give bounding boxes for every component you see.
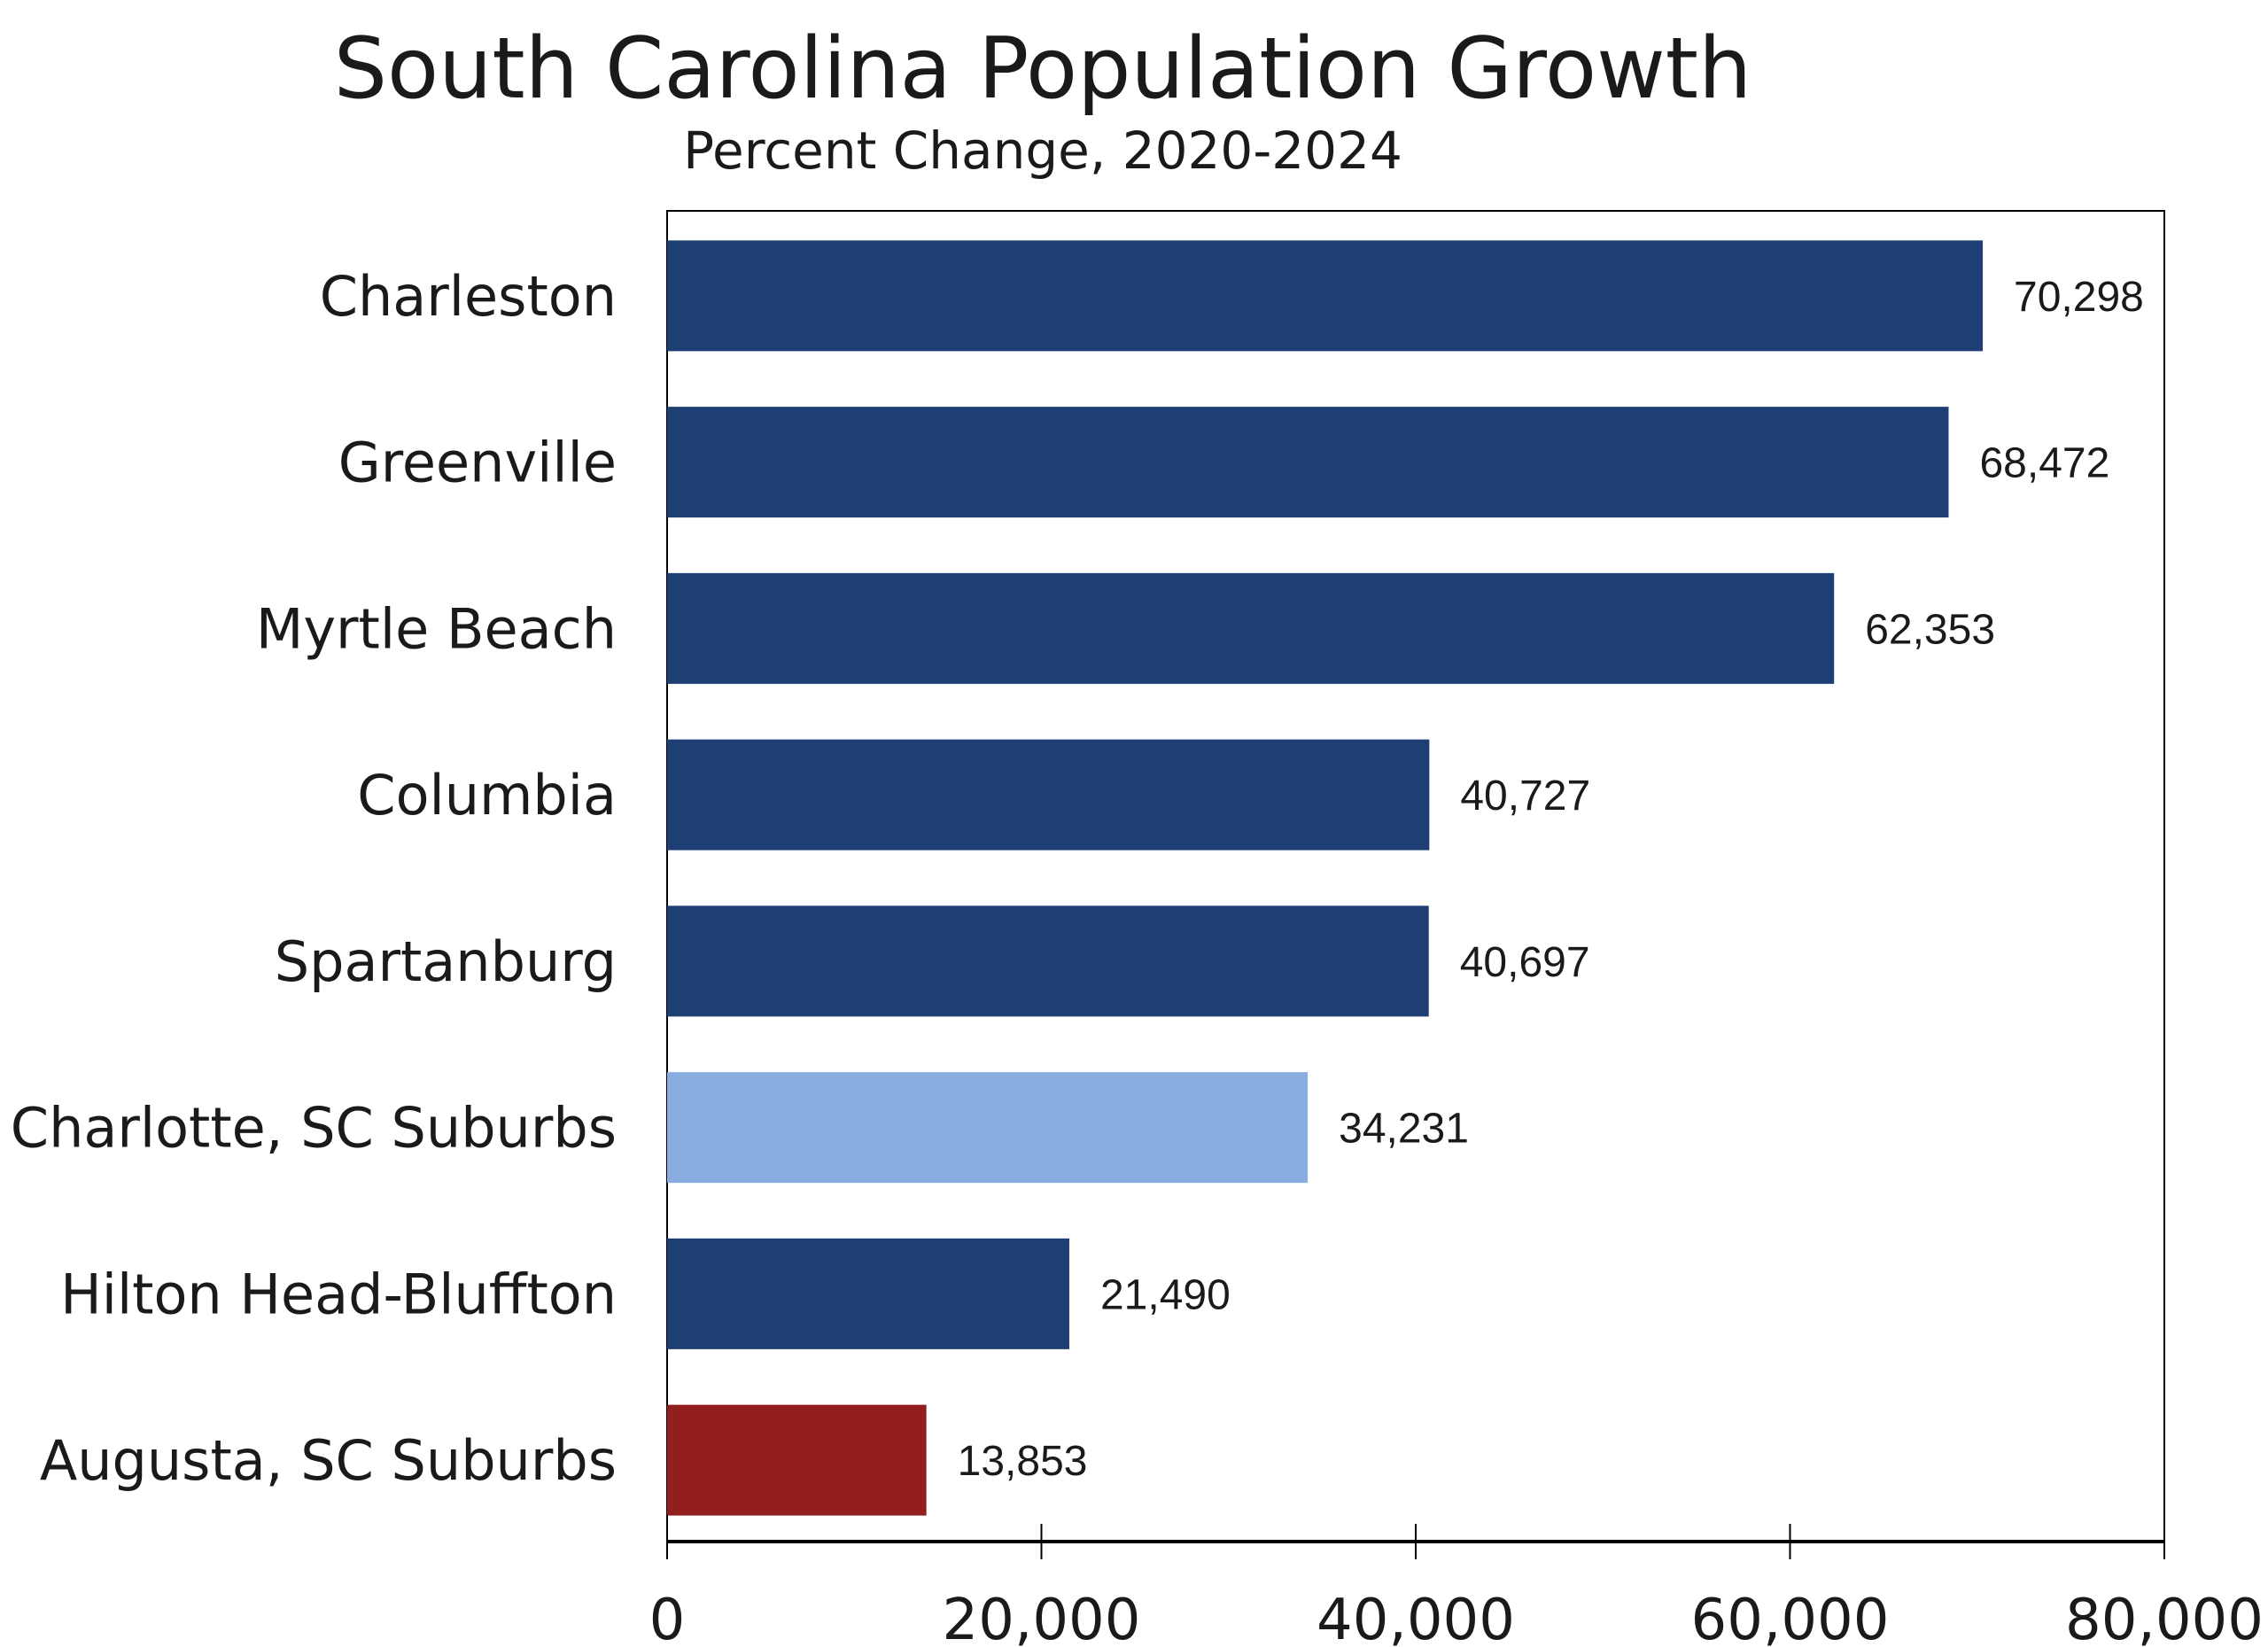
bar	[667, 739, 1430, 851]
bar-group: Myrtle Beach 62,353	[256, 572, 1995, 684]
category-label: Columbia	[357, 763, 617, 827]
category-label: Charlotte, SC Suburbs	[11, 1096, 617, 1161]
x-tick-label: 40,000	[1317, 1588, 1515, 1647]
value-label: 34,231	[1339, 1106, 1469, 1153]
category-label: Charleston	[320, 264, 617, 329]
bar	[667, 1238, 1069, 1349]
category-label: Myrtle Beach	[256, 596, 617, 661]
value-label: 40,727	[1460, 773, 1590, 820]
x-tick-label: 60,000	[1691, 1588, 1890, 1647]
bar-group: Greenville 68,472	[338, 407, 2109, 518]
value-label: 62,353	[1865, 606, 1995, 653]
bar-group: Charleston 70,298	[320, 240, 2144, 352]
bar	[667, 407, 1949, 518]
value-label: 13,853	[958, 1438, 1088, 1485]
value-label: 40,697	[1460, 939, 1590, 986]
bar	[667, 905, 1429, 1017]
bar-group: Charlotte, SC Suburbs 34,231	[11, 1072, 1469, 1184]
bar-group: Hilton Head-Bluffton 21,490	[60, 1238, 1231, 1349]
chart-subtitle: Percent Change, 2020-2024	[683, 120, 1402, 181]
value-label: 21,490	[1100, 1271, 1231, 1318]
bar	[667, 572, 1835, 684]
x-tick-label: 0	[649, 1588, 686, 1647]
category-label: Spartanburg	[275, 929, 617, 994]
x-tick-label: 80,000	[2065, 1588, 2264, 1647]
category-label: Hilton Head-Bluffton	[60, 1262, 617, 1326]
chart-title: South Carolina Population Growth	[334, 20, 1752, 118]
bar-group: Columbia 40,727	[357, 739, 1590, 851]
value-label: 68,472	[1979, 440, 2109, 487]
x-tick-label: 20,000	[943, 1588, 1141, 1647]
bar	[667, 1404, 927, 1516]
category-label: Augusta, SC Suburbs	[40, 1428, 617, 1493]
bar-group: Augusta, SC Suburbs 13,853	[40, 1404, 1088, 1516]
value-label: 70,298	[2014, 274, 2144, 321]
bar	[667, 1072, 1309, 1184]
category-label: Greenville	[338, 431, 617, 495]
bar-group: Spartanburg 40,697	[275, 905, 1590, 1017]
bar	[667, 240, 1984, 352]
